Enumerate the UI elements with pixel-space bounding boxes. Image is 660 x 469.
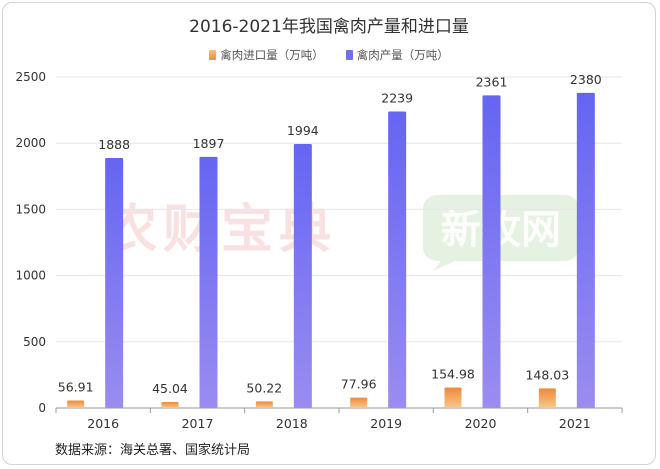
bar-production[interactable]	[388, 111, 407, 408]
legend-swatch-production	[345, 50, 353, 60]
data-label-production: 2239	[381, 91, 413, 106]
data-label-production: 2380	[570, 72, 602, 87]
legend-label-production: 禽肉产量（万吨）	[356, 48, 449, 62]
bar-import[interactable]	[538, 388, 556, 408]
bar-import[interactable]	[67, 400, 85, 408]
y-tick-label: 500	[23, 335, 46, 349]
chart-title: 2016-2021年我国禽肉产量和进口量	[189, 17, 469, 37]
data-label-import: 154.98	[431, 366, 475, 381]
bar-import[interactable]	[350, 397, 368, 408]
bar-production[interactable]	[293, 143, 312, 409]
data-label-production: 1897	[193, 136, 225, 151]
legend-label-import: 禽肉进口量（万吨）	[220, 48, 324, 62]
data-label-import: 56.91	[58, 379, 94, 394]
data-label-import: 45.04	[152, 381, 188, 396]
data-label-production: 2361	[476, 74, 508, 89]
legend-swatch-import	[209, 50, 217, 60]
bar-production[interactable]	[199, 156, 218, 408]
data-label-production: 1888	[98, 137, 130, 152]
legend-item-production[interactable]: 禽肉产量（万吨）	[345, 47, 449, 63]
bar-production[interactable]	[105, 158, 124, 408]
y-tick-label: 0	[38, 401, 46, 415]
bar-production[interactable]	[482, 95, 501, 409]
legend-item-import[interactable]: 禽肉进口量（万吨）	[209, 47, 324, 63]
bar-import[interactable]	[161, 402, 179, 408]
data-label-import: 148.03	[525, 367, 569, 382]
y-tick-label: 2500	[15, 70, 46, 84]
bar-import[interactable]	[444, 387, 462, 408]
bar-import[interactable]	[255, 401, 273, 408]
x-tick-label: 2017	[182, 416, 214, 431]
x-tick-label: 2020	[465, 416, 497, 431]
data-label-production: 1994	[287, 123, 319, 138]
x-tick-label: 2021	[559, 416, 591, 431]
x-tick-label: 2018	[276, 416, 308, 431]
source-note: 数据来源：海关总署、国家统计局	[55, 443, 251, 458]
x-tick-label: 2019	[370, 416, 402, 431]
data-label-import: 50.22	[246, 380, 282, 395]
bar-production[interactable]	[576, 92, 595, 408]
legend: 禽肉进口量（万吨） 禽肉产量（万吨）	[3, 47, 655, 63]
x-tick-label: 2016	[87, 416, 119, 431]
y-tick-label: 1000	[15, 269, 46, 283]
y-tick-label: 1500	[15, 202, 46, 216]
data-label-import: 77.96	[341, 377, 377, 392]
y-tick-label: 2000	[15, 136, 46, 150]
